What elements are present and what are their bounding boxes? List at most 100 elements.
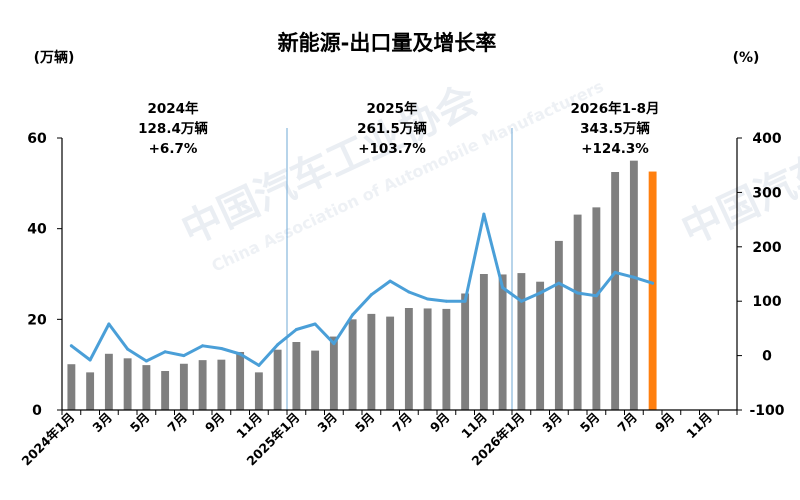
- growth-rate-point: [238, 352, 242, 356]
- annotation-2026-period: 2026年1-8月: [571, 100, 660, 117]
- x-tick-label: 3月: [314, 410, 340, 436]
- growth-rate-point: [257, 363, 261, 367]
- bar: [404, 308, 413, 410]
- growth-rate-point: [407, 290, 411, 294]
- left-tick-label: 60: [27, 131, 47, 147]
- annotation-2024: 2024年 128.4万辆 +6.7%: [138, 100, 208, 157]
- x-tick-label: 11月: [233, 410, 265, 442]
- bar: [536, 281, 545, 410]
- x-tick-label: 9月: [202, 410, 228, 436]
- bar: [592, 207, 601, 410]
- right-tick-label: 100: [752, 294, 781, 310]
- growth-rate-point: [538, 291, 542, 295]
- bar: [442, 308, 451, 410]
- bar-highlight: [648, 171, 657, 410]
- x-tick-label: 3月: [89, 410, 115, 436]
- growth-rate-point: [444, 299, 448, 303]
- bar: [86, 372, 95, 410]
- growth-rate-point: [632, 275, 636, 279]
- left-tick-label: 0: [32, 403, 42, 419]
- growth-rate-point: [388, 279, 392, 283]
- annotation-2025-period: 2025年: [366, 100, 418, 117]
- right-tick-label: 300: [752, 185, 781, 201]
- annotation-2026-volume: 343.5万辆: [580, 120, 650, 137]
- annotation-2024-volume: 128.4万辆: [138, 120, 208, 137]
- bar: [611, 172, 620, 410]
- growth-rate-point: [88, 358, 92, 362]
- x-tick-label: 7月: [164, 410, 190, 436]
- growth-rate-point: [594, 294, 598, 298]
- growth-rate-point: [69, 344, 73, 348]
- annotation-2025-growth: +103.7%: [358, 141, 426, 157]
- growth-rate-point: [276, 343, 280, 347]
- bar: [423, 308, 432, 410]
- bar: [104, 353, 113, 410]
- growth-line-series: [69, 212, 655, 367]
- growth-rate-point: [107, 322, 111, 326]
- growth-rate-point: [332, 342, 336, 346]
- growth-rate-point: [519, 299, 523, 303]
- right-axis-unit: (%): [733, 50, 760, 66]
- bar: [461, 293, 470, 410]
- left-tick-label: 20: [27, 312, 47, 328]
- growth-rate-point: [144, 359, 148, 363]
- annotation-2025-volume: 261.5万辆: [357, 120, 427, 137]
- growth-rate-point: [182, 354, 186, 358]
- bar: [179, 363, 188, 410]
- x-tick-label: 9月: [652, 410, 678, 436]
- bar: [367, 313, 376, 410]
- right-tick-label: 0: [762, 349, 772, 365]
- growth-rate-point: [651, 281, 655, 285]
- bar: [161, 371, 170, 410]
- growth-rate-point: [201, 344, 205, 348]
- bar: [67, 364, 76, 410]
- growth-rate-point: [482, 212, 486, 216]
- right-tick-label: -100: [749, 403, 784, 419]
- bar: [479, 274, 488, 410]
- growth-rate-point: [426, 297, 430, 301]
- x-tick-label: 11月: [683, 410, 715, 442]
- growth-rate-point: [219, 347, 223, 351]
- growth-rate-line: [69, 212, 655, 367]
- bar: [329, 336, 338, 410]
- bar: [198, 360, 207, 410]
- growth-rate-point: [501, 286, 505, 290]
- right-tick-label: 200: [752, 240, 781, 256]
- separator-lines: [286, 128, 513, 410]
- bar: [123, 358, 132, 410]
- bar: [142, 365, 151, 410]
- bar: [292, 342, 301, 410]
- x-tick-label: 7月: [389, 410, 415, 436]
- bar: [217, 359, 226, 410]
- x-tick-label: 5月: [127, 410, 153, 436]
- bar: [498, 274, 507, 410]
- bar: [311, 350, 320, 410]
- annotation-2024-growth: +6.7%: [149, 141, 198, 157]
- bar: [573, 214, 582, 410]
- growth-rate-point: [351, 313, 355, 317]
- x-tick-label: 11月: [458, 410, 490, 442]
- growth-rate-point: [576, 291, 580, 295]
- growth-rate-point: [126, 347, 130, 351]
- growth-rate-point: [613, 270, 617, 274]
- bar: [348, 319, 357, 410]
- x-tick-label: 9月: [427, 410, 453, 436]
- left-tick-label: 40: [27, 222, 47, 238]
- growth-rate-point: [557, 281, 561, 285]
- bar: [629, 160, 638, 410]
- x-tick-label: 7月: [614, 410, 640, 436]
- growth-rate-point: [294, 327, 298, 331]
- annotation-2026-growth: +124.3%: [581, 141, 649, 157]
- x-tick-label: 5月: [352, 410, 378, 436]
- annotation-2026: 2026年1-8月 343.5万辆 +124.3%: [571, 100, 660, 157]
- chart-title: 新能源-出口量及增长率: [278, 31, 497, 55]
- right-tick-label: 400: [752, 131, 781, 147]
- annotation-2025: 2025年 261.5万辆 +103.7%: [357, 100, 427, 157]
- x-tick-label: 3月: [539, 410, 565, 436]
- bar: [254, 372, 263, 410]
- growth-rate-point: [163, 350, 167, 354]
- bar-series: [67, 160, 657, 410]
- x-tick-label: 5月: [577, 410, 603, 436]
